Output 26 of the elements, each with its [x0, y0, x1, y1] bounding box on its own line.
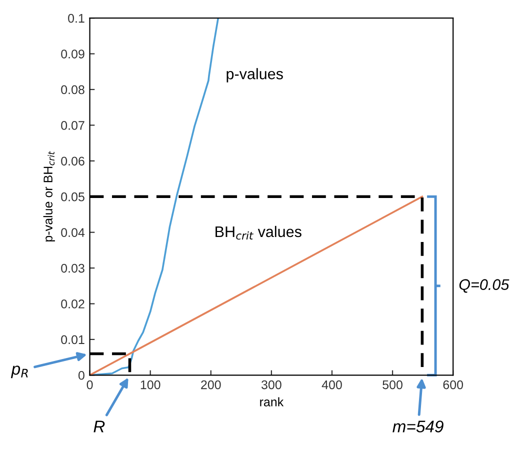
x-tick-label: 0	[86, 380, 93, 390]
y-tick-label: 0.01	[61, 335, 84, 344]
annotation: p$_{R}$	[10, 366, 28, 378]
text: Q=0.05	[459, 279, 510, 293]
series-label: p-values	[226, 68, 283, 82]
y-tick-label: 0.02	[61, 300, 84, 308]
y-tick-label: 0.04	[61, 228, 85, 237]
x-axis-title: rank	[260, 397, 284, 406]
y-tick-label: 0.06	[61, 156, 84, 166]
y-tick-label: 0.05	[61, 192, 84, 202]
y-tick-label: 0.08	[61, 85, 84, 94]
x-tick-label: 500	[382, 380, 402, 390]
x-tick-label: 400	[322, 380, 342, 390]
y-tick-label: 0.07	[61, 121, 84, 130]
x-tick-label: 100	[140, 380, 160, 390]
y-tick-label: 0.1	[68, 14, 84, 23]
y-tick-label: 0	[78, 370, 84, 380]
x-tick-label: 300	[261, 380, 282, 390]
x-tick-label: 600	[443, 380, 464, 390]
y-tick-label: 0.09	[61, 50, 84, 58]
x-tick-label: 200	[201, 380, 221, 390]
annotation: m=549	[392, 420, 444, 432]
y-axis-title: p-value or BH$_{crit}$	[43, 151, 55, 242]
y-tick-label: 0.03	[61, 264, 84, 273]
series-label: BH$_{crit}$ values	[216, 226, 302, 240]
annotation: R	[94, 420, 105, 432]
